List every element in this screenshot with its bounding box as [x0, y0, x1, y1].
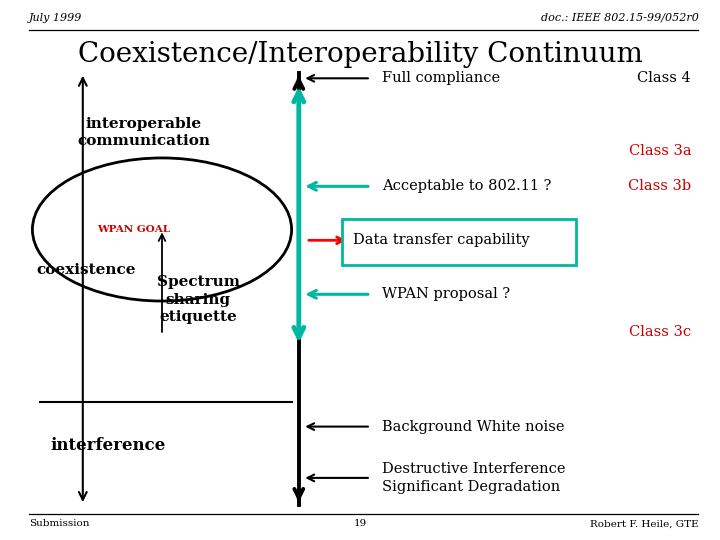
Text: 19: 19	[354, 519, 366, 529]
Text: coexistence: coexistence	[36, 263, 135, 277]
Text: Class 3a: Class 3a	[629, 144, 691, 158]
Text: Robert F. Heile, GTE: Robert F. Heile, GTE	[590, 519, 698, 529]
Text: July 1999: July 1999	[29, 12, 82, 23]
Text: interference: interference	[50, 437, 166, 454]
Text: WPAN proposal ?: WPAN proposal ?	[382, 287, 510, 301]
Text: Class 3c: Class 3c	[629, 325, 691, 339]
Text: Spectrum
sharing
etiquette: Spectrum sharing etiquette	[156, 275, 240, 324]
Text: WPAN GOAL: WPAN GOAL	[96, 225, 170, 234]
Text: Class 4: Class 4	[637, 71, 691, 85]
Text: Full compliance: Full compliance	[382, 71, 500, 85]
Text: Background White noise: Background White noise	[382, 420, 564, 434]
Text: Class 3b: Class 3b	[628, 179, 691, 193]
Text: Data transfer capability: Data transfer capability	[353, 233, 529, 247]
FancyBboxPatch shape	[342, 219, 576, 265]
Text: Destructive Interference
Significant Degradation: Destructive Interference Significant Deg…	[382, 462, 565, 494]
Text: Coexistence/Interoperability Continuum: Coexistence/Interoperability Continuum	[78, 40, 642, 68]
Text: Acceptable to 802.11 ?: Acceptable to 802.11 ?	[382, 179, 551, 193]
Text: interoperable
communication: interoperable communication	[78, 117, 210, 148]
Text: doc.: IEEE 802.15-99/052r0: doc.: IEEE 802.15-99/052r0	[541, 12, 698, 23]
Text: Submission: Submission	[29, 519, 89, 529]
